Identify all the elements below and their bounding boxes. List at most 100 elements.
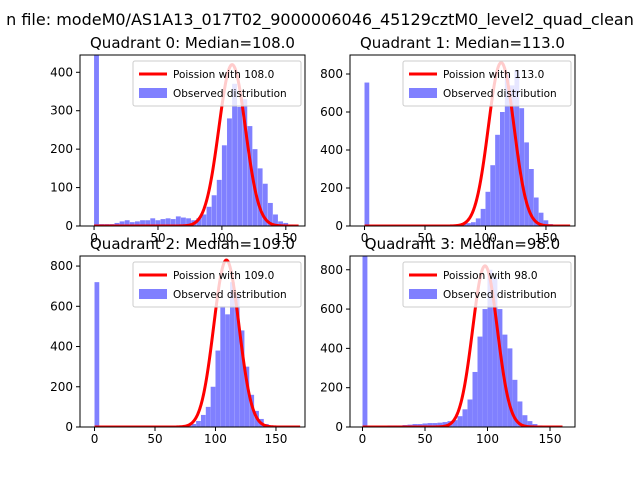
- histogram-bar: [495, 134, 500, 226]
- y-tick-label: 600: [320, 302, 343, 316]
- legend-label-observed: Observed distribution: [443, 88, 557, 100]
- x-tick-label: 0: [91, 432, 99, 446]
- panel-title: Quadrant 3: Median=98.0: [365, 235, 560, 253]
- histogram-bar: [500, 112, 505, 226]
- histogram-bar: [180, 217, 186, 226]
- legend-label-observed: Observed distribution: [173, 88, 287, 100]
- histogram-bar: [94, 55, 99, 226]
- histogram-bar: [507, 348, 513, 427]
- panel-quadrant-0: 0 50 100 150 0 100 200 300 400 Quadrant 0: Median…: [50, 34, 306, 245]
- histogram-bar: [512, 379, 518, 427]
- y-tick-label: 600: [320, 105, 343, 119]
- histogram-bar: [524, 142, 529, 226]
- y-tick-label: 600: [50, 299, 73, 313]
- x-tick-label: 50: [150, 231, 165, 245]
- x-tick-label: 100: [210, 231, 233, 245]
- y-tick-label: 400: [50, 65, 73, 79]
- histogram-bar: [262, 183, 268, 226]
- histogram-bar: [487, 269, 493, 427]
- y-tick-label: 0: [65, 420, 73, 434]
- histogram-bar: [186, 218, 191, 226]
- histogram-bar: [422, 423, 428, 427]
- axes-frame: [79, 54, 306, 227]
- x-tick-label: 100: [474, 231, 497, 245]
- x-tick-label: 50: [417, 432, 432, 446]
- histogram-bar: [134, 221, 140, 226]
- x-tick-label: 50: [417, 231, 432, 245]
- plot-area: [93, 258, 303, 427]
- histogram-bar: [220, 306, 226, 427]
- histogram-bar: [205, 406, 211, 427]
- histogram-bar: [211, 195, 217, 226]
- y-tick-label: 200: [50, 142, 73, 156]
- y-tick-label: 400: [320, 341, 343, 355]
- histogram-bar: [364, 82, 370, 226]
- x-tick-label: 150: [535, 231, 558, 245]
- plot-area: [363, 61, 573, 226]
- panel-title: Quadrant 1: Median=113.0: [360, 34, 565, 52]
- histogram-bar: [249, 394, 255, 427]
- histogram-bar: [221, 145, 227, 226]
- histogram-bar: [267, 202, 273, 226]
- axes-frame: [79, 255, 306, 428]
- histogram-bar: [201, 214, 207, 226]
- histogram-bar: [527, 421, 533, 427]
- x-tick-label: 150: [265, 432, 288, 446]
- legend-bar-swatch: [409, 289, 437, 299]
- poisson-fit-line: [363, 61, 572, 226]
- x-tick-label: 0: [361, 231, 369, 245]
- y-tick-label: 0: [335, 420, 343, 434]
- y-tick-label: 100: [50, 181, 73, 195]
- histogram-bar: [432, 423, 438, 427]
- x-tick-label: 0: [359, 432, 367, 446]
- legend-label-fit: Poission with 108.0: [173, 69, 274, 81]
- histogram-bar: [437, 422, 443, 427]
- histogram-bar: [522, 415, 528, 427]
- histogram-bar: [191, 423, 197, 427]
- histogram-bar: [145, 220, 151, 226]
- y-tick-label: 400: [50, 340, 73, 354]
- legend-box: [132, 261, 302, 308]
- histogram-bar: [475, 218, 481, 226]
- histogram-bar: [452, 420, 458, 427]
- x-tick-label: 100: [204, 432, 227, 446]
- histogram-bar: [477, 336, 483, 427]
- panel-title: Quadrant 2: Median=109.0: [90, 235, 295, 253]
- legend-label-fit: Poission with 109.0: [173, 270, 274, 282]
- axes-frame: [349, 255, 576, 428]
- y-tick-label: 300: [50, 104, 73, 118]
- histogram-bar: [457, 416, 463, 427]
- histogram-bar: [239, 330, 245, 427]
- y-tick-label: 200: [50, 380, 73, 394]
- histogram-bar: [242, 99, 248, 226]
- histogram-bar: [160, 219, 166, 226]
- histogram-bar: [480, 208, 486, 226]
- legend-label-fit: Poission with 113.0: [443, 69, 544, 81]
- x-tick-label: 50: [147, 432, 162, 446]
- histogram-bar: [533, 197, 539, 226]
- legend-box: [402, 261, 572, 308]
- histogram-bar: [200, 414, 206, 427]
- histogram-bar: [237, 106, 243, 226]
- x-tick-label: 0: [90, 231, 98, 245]
- histogram-bar: [114, 222, 120, 226]
- histogram-bar: [230, 282, 235, 427]
- legend-box: [132, 60, 302, 107]
- panel-quadrant-2: 0 50 100 150 0 200 400 600 800 Quadrant 2: Median…: [50, 235, 306, 446]
- x-tick-label: 100: [476, 432, 499, 446]
- histogram-bar: [170, 219, 176, 226]
- histogram-bar: [165, 218, 171, 226]
- histogram-bar: [257, 168, 263, 226]
- histogram-bar: [442, 422, 448, 427]
- x-tick-label: 150: [539, 432, 562, 446]
- histogram-bar: [232, 83, 238, 226]
- y-tick-label: 800: [50, 259, 73, 273]
- histogram-bar: [196, 218, 202, 226]
- y-tick-label: 200: [320, 381, 343, 395]
- histogram-bar: [462, 409, 468, 427]
- legend-label-observed: Observed distribution: [443, 289, 557, 301]
- histogram-bar: [175, 216, 181, 226]
- histogram-bar: [140, 220, 145, 226]
- histogram-bar: [150, 218, 156, 226]
